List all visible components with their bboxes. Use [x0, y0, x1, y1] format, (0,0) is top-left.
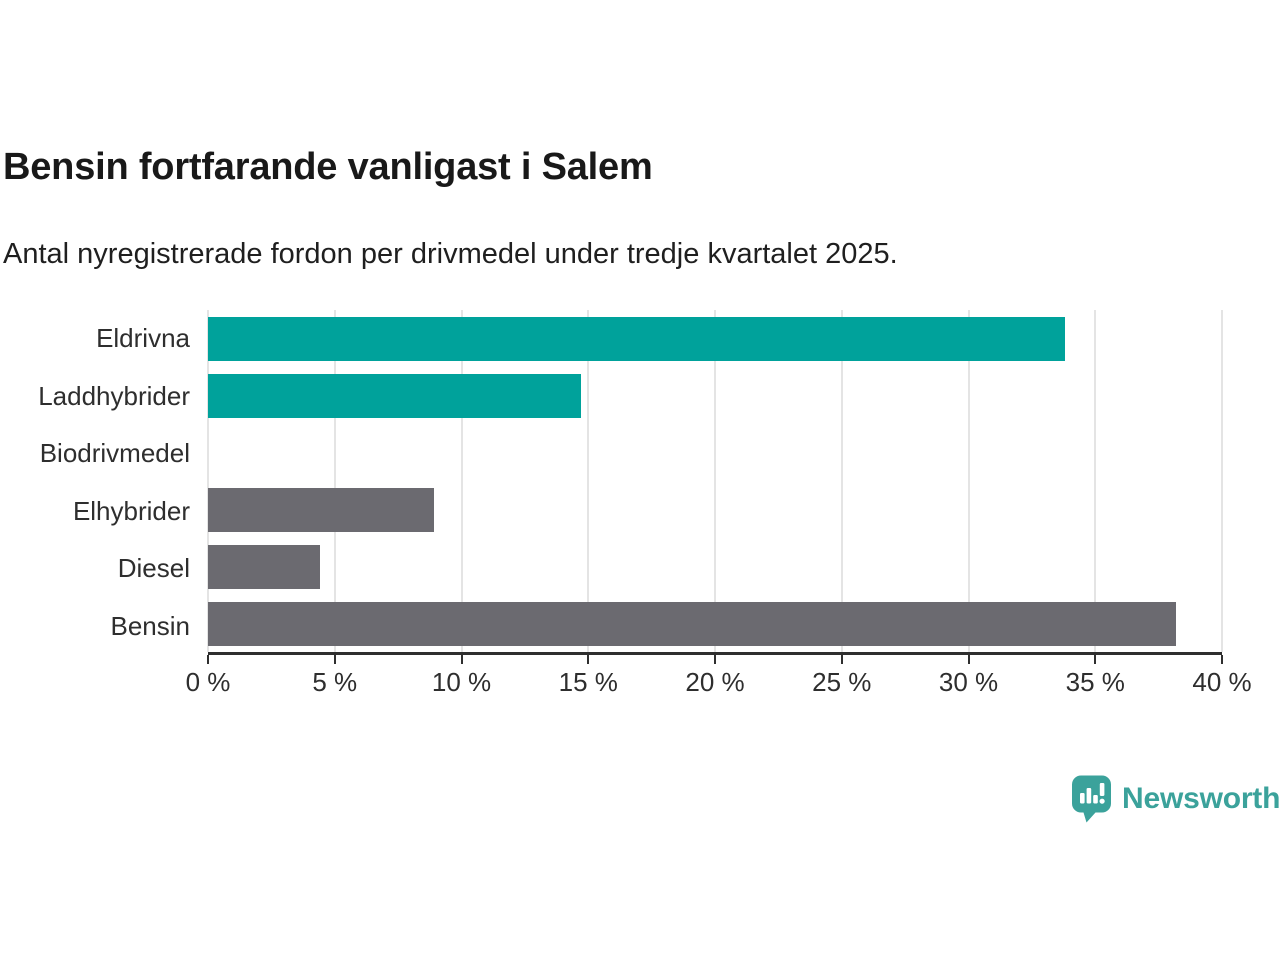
bar — [208, 316, 1065, 361]
bar-row — [208, 595, 1222, 652]
x-axis-tick-label: 35 % — [1065, 667, 1125, 697]
x-axis-tick-label: 15 % — [558, 667, 618, 697]
gridline — [333, 310, 336, 652]
x-axis-tick-label: 25 % — [812, 667, 872, 697]
gridline — [714, 310, 716, 652]
bar-row — [208, 424, 1222, 481]
x-axis-tick-label: 0 % — [185, 667, 231, 697]
category-label: Laddhybrider — [38, 380, 190, 411]
gridline — [587, 310, 590, 652]
x-axis-tick — [460, 655, 463, 664]
gridline — [840, 310, 843, 652]
bar-row — [208, 538, 1222, 595]
x-axis-tick-label: 10 % — [431, 667, 492, 697]
category-labels: Eldrivna Laddhybrider Biodrivmedel Elhybrid… — [0, 310, 190, 655]
x-axis-tick — [333, 655, 336, 664]
newsworthy-logo-text: Newsworthy — [1122, 781, 1280, 815]
bar — [208, 487, 434, 532]
x-axis-tick — [1221, 655, 1223, 664]
x-axis-tick-label: 40 % — [1192, 667, 1252, 697]
x-axis-tick — [207, 655, 209, 664]
bar — [208, 373, 581, 418]
x-axis-tick-label: 20 % — [685, 667, 745, 697]
category-label: Bensin — [110, 610, 191, 641]
x-axis-tick-label: 30 % — [938, 667, 999, 697]
category-label: Diesel — [117, 553, 190, 584]
chart-subtitle: Antal nyregistrerade fordon per drivmede… — [3, 238, 898, 270]
bar — [208, 601, 1177, 646]
gridline — [1221, 310, 1223, 652]
gridline — [460, 310, 463, 652]
chart-title: Bensin fortfarande vanligast i Salem — [3, 146, 653, 188]
newsworthy-chart-bubble-icon — [1072, 775, 1111, 823]
bar — [208, 544, 320, 589]
bar-row — [208, 367, 1222, 424]
gridline — [967, 310, 970, 652]
category-label: Elhybrider — [72, 495, 190, 526]
bar-row — [208, 481, 1222, 538]
x-axis-tick — [714, 655, 716, 664]
plot-area: 0 % 5 % 10 % 15 % 20 % 25 % 30 % 35 % 40 % — [186, 310, 1252, 697]
category-label: Biodrivmedel — [39, 438, 190, 469]
gridline — [1094, 310, 1097, 652]
x-axis-tick — [1094, 655, 1097, 664]
bar-row — [208, 310, 1222, 367]
gridline — [207, 310, 209, 652]
newsworthy-logo: Newsworthy — [1070, 774, 1280, 823]
x-axis-tick-label: 5 % — [312, 667, 358, 697]
category-label: Eldrivna — [96, 323, 190, 354]
x-axis-tick — [840, 655, 843, 664]
x-axis-tick — [967, 655, 970, 664]
x-axis-tick — [587, 655, 590, 664]
bar-rows — [208, 310, 1222, 652]
